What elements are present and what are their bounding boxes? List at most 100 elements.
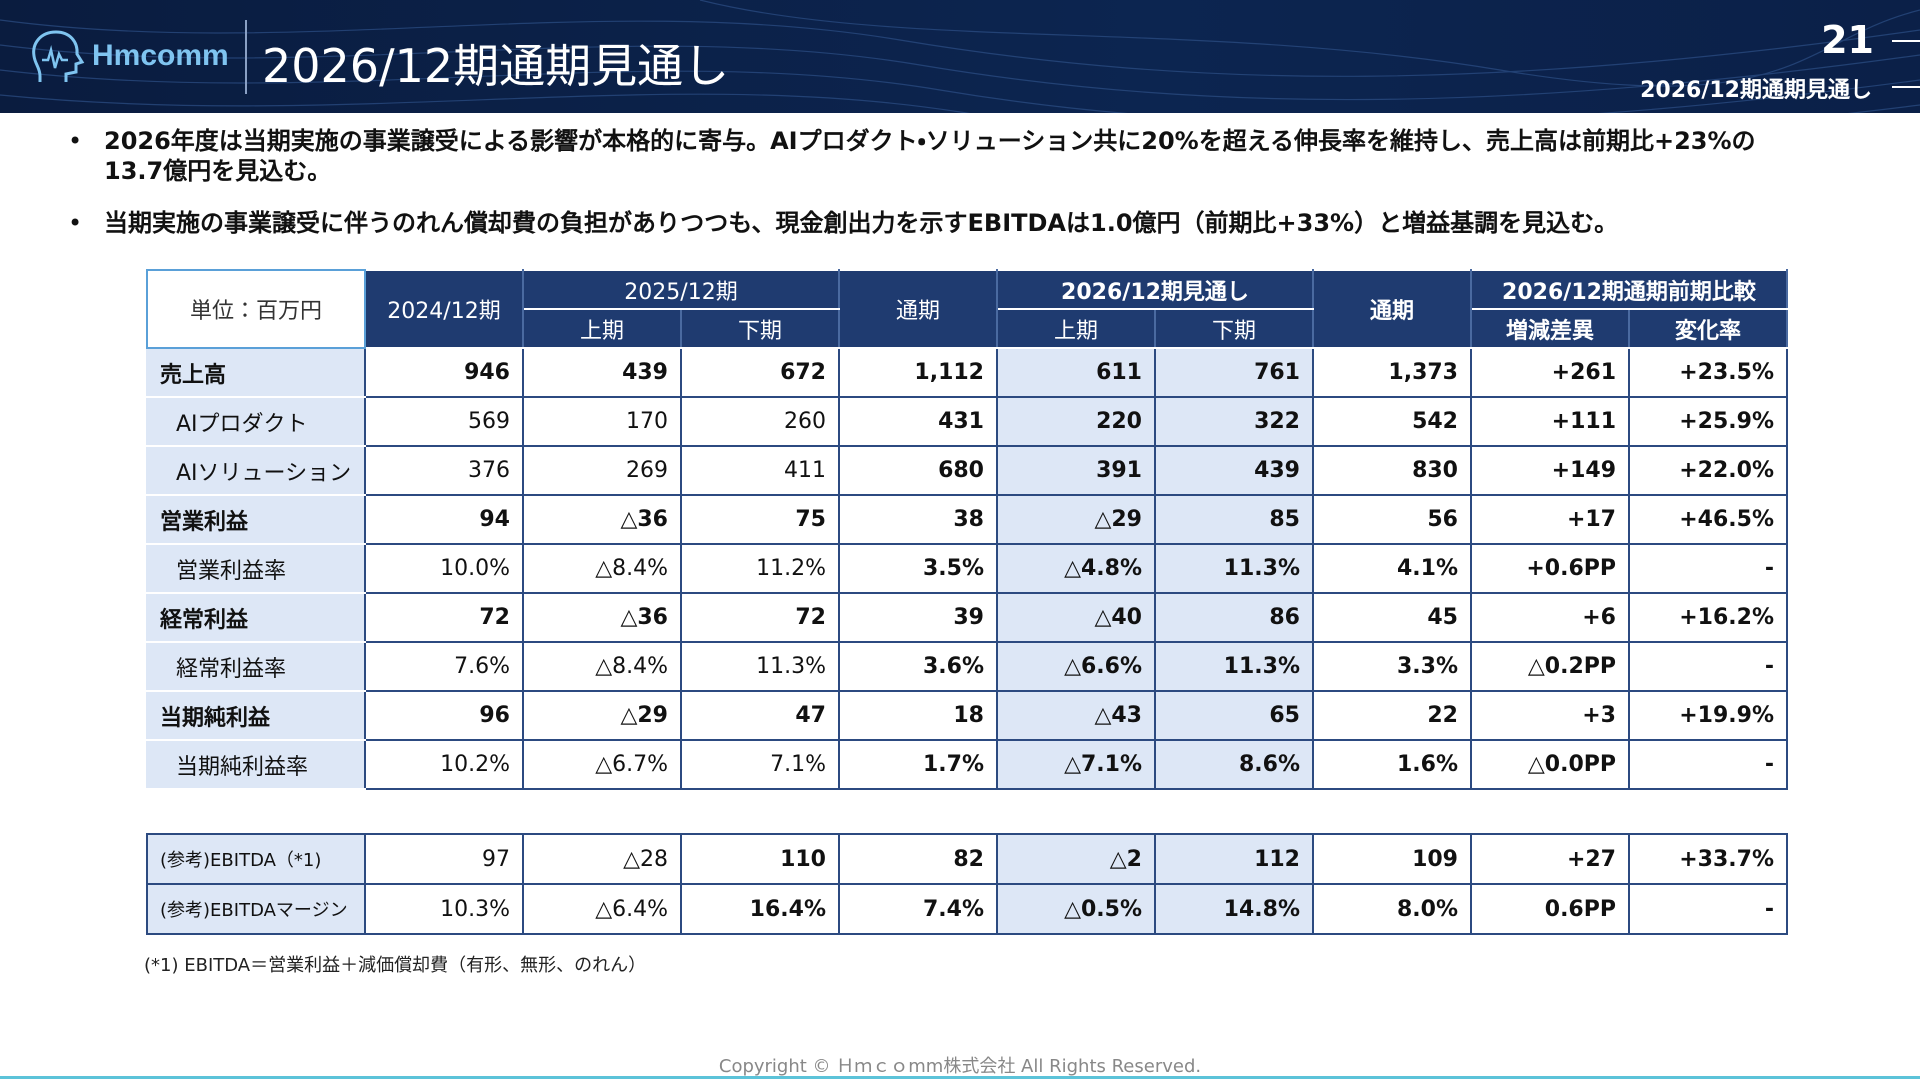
table-cell: 18 [838, 690, 998, 741]
table-cell: +0.6PP [1470, 543, 1630, 594]
table-row: 営業利益 94 △36 75 38 △29 85 56 +17 +46.5% [146, 494, 1788, 545]
table-cell: 8.0% [1312, 883, 1472, 935]
table-cell: 7.1% [680, 739, 840, 790]
bullet-list: 2026年度は当期実施の事業譲受による影響が本格的に寄与。AIプロダクト・ソリュ… [64, 126, 1784, 260]
table-cell: 75 [680, 494, 840, 545]
table-cell: 3.6% [838, 641, 998, 692]
table-cell: 946 [364, 347, 524, 398]
row-label: (参考)EBITDA（*1) [146, 833, 366, 885]
logo-icon [32, 30, 85, 82]
table-cell: 391 [996, 445, 1156, 496]
table-row: 経常利益率 7.6% △8.4% 11.3% 3.6% △6.6% 11.3% 3.3% △0.… [146, 641, 1788, 692]
table-cell: 16.4% [680, 883, 840, 935]
header-bar: Hmcomm 2026/12期通期見通し 21 2026/12期通期見通し [0, 0, 1920, 113]
copyright: Copyright © Ｈｍｃｏmm株式会社 All Rights Reserv… [718, 1056, 1202, 1077]
table-cell: 85 [1154, 494, 1314, 545]
slide-title: 2026/12期通期見通し [262, 39, 730, 93]
table-cell: +23.5% [1628, 347, 1788, 398]
table-cell: △29 [522, 690, 682, 741]
table-cell: 376 [364, 445, 524, 496]
table-cell: 72 [680, 592, 840, 643]
table-cell: 1,112 [838, 347, 998, 398]
table-cell: 3.3% [1312, 641, 1472, 692]
table-row: 当期純利益 96 △29 47 18 △43 65 22 +3 +19.9% [146, 690, 1788, 741]
table-cell: 170 [522, 396, 682, 447]
table-cell: △36 [522, 592, 682, 643]
header-waves [0, 0, 1920, 113]
table-cell: +17 [1470, 494, 1630, 545]
table-cell: 112 [1154, 833, 1314, 885]
table-cell: 10.2% [364, 739, 524, 790]
table-cell: △4.8% [996, 543, 1156, 594]
sub-header: 変化率 [1628, 308, 1788, 349]
table-cell: △8.4% [522, 641, 682, 692]
table-cell: △0.5% [996, 883, 1156, 935]
table-cell: 47 [680, 690, 840, 741]
bullet: 2026年度は当期実施の事業譲受による影響が本格的に寄与。AIプロダクト・ソリュ… [64, 126, 1784, 186]
table-cell: 611 [996, 347, 1156, 398]
table-cell: 322 [1154, 396, 1314, 447]
table-row: 売上高 946 439 672 1,112 611 761 1,373 +261 +23.5% [146, 347, 1788, 398]
column-header: 通期 [1312, 269, 1472, 349]
table-cell: +19.9% [1628, 690, 1788, 741]
table-cell: △29 [996, 494, 1156, 545]
tick [1892, 40, 1920, 42]
row-label: 当期純利益 [146, 690, 366, 741]
reference-table: (参考)EBITDA（*1) 97 △28 110 82 △2 112 109 +27 +33.7… [146, 833, 1788, 935]
table-cell: 97 [364, 833, 524, 885]
row-label: (参考)EBITDAマージン [146, 883, 366, 935]
table-cell: 56 [1312, 494, 1472, 545]
table-row: AIプロダクト 569 170 260 431 220 322 542 +111 +25.9% [146, 396, 1788, 447]
table-cell: +6 [1470, 592, 1630, 643]
column-header: 2025/12期 [522, 269, 840, 310]
table-cell: 72 [364, 592, 524, 643]
table-cell: 1.7% [838, 739, 998, 790]
forecast-table: 単位：百万円 2024/12期 2025/12期 通期 2026/12期見通し … [146, 269, 1788, 790]
column-header: 2026/12期通期前期比較 [1470, 269, 1788, 310]
table-cell: - [1628, 641, 1788, 692]
row-label: AIソリューション [146, 445, 366, 496]
tick [1892, 86, 1920, 88]
table-cell: △28 [522, 833, 682, 885]
table-cell: +27 [1470, 833, 1630, 885]
table-cell: 260 [680, 396, 840, 447]
table-cell: +16.2% [1628, 592, 1788, 643]
table-cell: 672 [680, 347, 840, 398]
row-label: 当期純利益率 [146, 739, 366, 790]
table-cell: 14.8% [1154, 883, 1314, 935]
table-cell: 10.0% [364, 543, 524, 594]
logo: Hmcomm [26, 26, 229, 86]
table-cell: +111 [1470, 396, 1630, 447]
table-cell: +25.9% [1628, 396, 1788, 447]
table-cell: 82 [838, 833, 998, 885]
table-cell: △6.7% [522, 739, 682, 790]
table-cell: 65 [1154, 690, 1314, 741]
table-cell: 3.5% [838, 543, 998, 594]
table-cell: +3 [1470, 690, 1630, 741]
table-cell: - [1628, 543, 1788, 594]
unit-label: 単位：百万円 [146, 269, 366, 349]
table-cell: △36 [522, 494, 682, 545]
table-cell: 431 [838, 396, 998, 447]
table-cell: - [1628, 883, 1788, 935]
table-cell: 110 [680, 833, 840, 885]
table-cell: 542 [1312, 396, 1472, 447]
table-cell: 11.2% [680, 543, 840, 594]
table-cell: +149 [1470, 445, 1630, 496]
sub-header: 下期 [680, 308, 840, 349]
row-label: AIプロダクト [146, 396, 366, 447]
row-label: 営業利益率 [146, 543, 366, 594]
table-row: 当期純利益率 10.2% △6.7% 7.1% 1.7% △7.1% 8.6% 1.6% △0.… [146, 739, 1788, 790]
table-cell: 45 [1312, 592, 1472, 643]
table-cell: △0.2PP [1470, 641, 1630, 692]
table-cell: △7.1% [996, 739, 1156, 790]
table-cell: 569 [364, 396, 524, 447]
table-cell: 439 [1154, 445, 1314, 496]
table-cell: +33.7% [1628, 833, 1788, 885]
table-cell: △40 [996, 592, 1156, 643]
table-body: (参考)EBITDA（*1) 97 △28 110 82 △2 112 109 +27 +33.7… [146, 833, 1788, 935]
table-cell: +22.0% [1628, 445, 1788, 496]
table-cell: 7.4% [838, 883, 998, 935]
row-label: 経常利益 [146, 592, 366, 643]
